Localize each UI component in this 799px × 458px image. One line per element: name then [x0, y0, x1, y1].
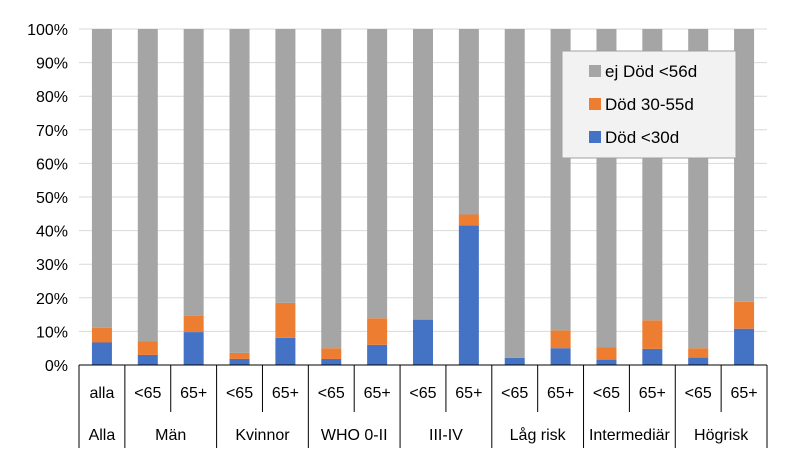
legend-label: ej Död <56d [605, 62, 697, 81]
bar-segment-dod-30-55d [229, 352, 250, 359]
bar-segment-dod-30-55d [183, 315, 204, 333]
x-category-label: 65+ [547, 385, 574, 402]
legend-swatch [589, 131, 601, 143]
y-tick-label: 60% [36, 156, 68, 173]
bar-segment-dod-30-55d [367, 318, 388, 345]
bar-segment-dod-under-30d [321, 358, 342, 365]
x-group-label: Låg risk [510, 426, 567, 444]
bar-segment-ej-dod-under-56d [458, 29, 479, 215]
bar-segment-dod-30-55d [550, 330, 571, 349]
legend: ej Död <56d Död 30-55d Död <30d [561, 50, 737, 159]
x-group-label: Män [155, 427, 186, 444]
y-tick-label: 40% [36, 224, 68, 241]
bar-segment-dod-under-30d [137, 354, 158, 365]
y-tick-label: 80% [36, 89, 68, 106]
y-tick-label: 30% [36, 257, 68, 274]
legend-label: Död 30-55d [605, 95, 694, 114]
bar-segment-dod-under-30d [642, 348, 663, 365]
bar-segment-dod-under-30d [458, 225, 479, 365]
bar-segment-dod-under-30d [688, 357, 709, 365]
y-tick-label: 20% [36, 291, 68, 308]
x-category-label: <65 [593, 385, 620, 402]
y-tick-label: 90% [36, 56, 68, 73]
x-category-label: <65 [501, 385, 528, 402]
x-group-label: Alla [89, 427, 116, 444]
bar-segment-dod-30-55d [642, 320, 663, 349]
x-category-label: <65 [409, 385, 436, 402]
x-category-label: <65 [226, 385, 253, 402]
bar-segment-ej-dod-under-56d [367, 29, 388, 319]
bar-segment-dod-under-30d [734, 328, 755, 365]
bar-segment-dod-under-30d [413, 319, 433, 365]
bar-segment-dod-30-55d [275, 302, 296, 338]
x-category-label: alla [89, 385, 114, 402]
x-category-label: 65+ [272, 385, 299, 402]
bar-segment-dod-under-30d [596, 359, 617, 365]
x-group-label: III-IV [429, 427, 463, 444]
bar-segment-dod-30-55d [688, 348, 709, 358]
y-axis: 0% 10% 20% 30% 40% 50% 60% 70% 80% 90% 100% [27, 22, 68, 375]
bar-segment-dod-under-30d [367, 344, 388, 365]
bar-segment-ej-dod-under-56d [91, 29, 112, 328]
bar-segment-ej-dod-under-56d [137, 29, 158, 342]
bar-segment-ej-dod-under-56d [275, 29, 296, 303]
legend-label: Död <30d [605, 128, 679, 147]
x-category-label: 65+ [639, 385, 666, 402]
bar-segment-dod-30-55d [91, 327, 112, 343]
y-tick-label: 100% [27, 22, 68, 39]
x-group-label: Intermediär [589, 427, 671, 444]
y-tick-label: 0% [45, 358, 68, 375]
x-category-label: 65+ [730, 385, 757, 402]
bar-segment-dod-30-55d [734, 301, 755, 329]
bar-segment-ej-dod-under-56d [321, 29, 342, 349]
x-category-label: 65+ [180, 385, 207, 402]
y-tick-label: 50% [36, 190, 68, 207]
legend-swatch [589, 65, 601, 77]
bar-segment-ej-dod-under-56d [229, 29, 250, 353]
bar-segment-ej-dod-under-56d [734, 29, 755, 302]
bar-segment-dod-under-30d [229, 358, 250, 365]
y-tick-label: 10% [36, 324, 68, 341]
bar-segment-dod-under-30d [91, 342, 112, 365]
x-category-label: 65+ [364, 385, 391, 402]
bar-segment-dod-under-30d [550, 348, 571, 365]
x-category-label: <65 [318, 385, 345, 402]
x-group-label: Kvinnor [235, 427, 290, 444]
x-category-label: 65+ [455, 385, 482, 402]
bar-segment-dod-under-30d [504, 357, 525, 365]
bar-segment-ej-dod-under-56d [504, 29, 525, 358]
bar-segment-dod-under-30d [275, 337, 296, 365]
x-category-label: <65 [134, 385, 161, 402]
x-category-label: <65 [685, 385, 712, 402]
x-group-label: Högrisk [694, 427, 749, 444]
x-group-label: WHO 0-II [321, 427, 388, 444]
bar-segment-dod-under-30d [183, 332, 204, 365]
bar-segment-dod-30-55d [596, 347, 617, 360]
bar-segment-ej-dod-under-56d [413, 29, 433, 320]
legend-swatch [589, 98, 601, 110]
y-tick-label: 70% [36, 123, 68, 140]
bar-segment-dod-30-55d [458, 214, 479, 226]
bar-segment-ej-dod-under-56d [183, 29, 204, 316]
bar-segment-dod-30-55d [137, 341, 158, 355]
x-axis: alla <65 65+ <65 65+ <65 65+ <65 65+ <65 65+ <65 65+… [78, 364, 768, 448]
bar-segment-dod-30-55d [321, 348, 342, 359]
